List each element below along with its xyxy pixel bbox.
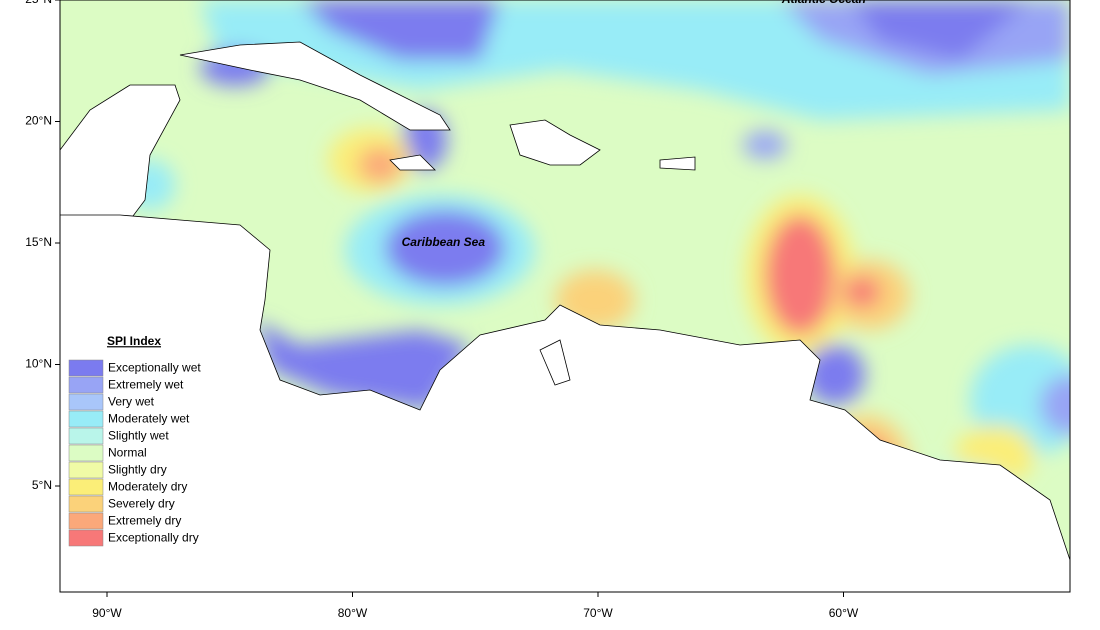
legend-swatch bbox=[68, 359, 104, 377]
legend-title: SPI Index bbox=[107, 334, 161, 348]
legend-label: Very wet bbox=[108, 395, 155, 409]
lat-label: 15°N bbox=[25, 235, 52, 249]
legend-label: Extremely wet bbox=[108, 378, 184, 392]
spi-field bbox=[60, 0, 1070, 592]
legend: SPI Index Exceptionally wet Extremely wet V… bbox=[68, 334, 201, 547]
map-frame bbox=[59, 0, 1071, 593]
legend-swatch bbox=[68, 410, 104, 428]
lon-label: 70°W bbox=[583, 606, 613, 620]
place-label: Atlantic Ocean bbox=[781, 0, 866, 6]
legend-swatch bbox=[68, 512, 104, 530]
legend-label: Slightly dry bbox=[108, 463, 167, 477]
legend-label: Moderately wet bbox=[108, 412, 190, 426]
lat-label: 20°N bbox=[25, 114, 52, 128]
legend-swatch bbox=[68, 478, 104, 496]
lat-label: 10°N bbox=[25, 357, 52, 371]
lon-label: 60°W bbox=[829, 606, 859, 620]
lon-label: 90°W bbox=[92, 606, 122, 620]
legend-swatch bbox=[68, 444, 104, 462]
lon-label: 80°W bbox=[338, 606, 368, 620]
legend-label: Extremely dry bbox=[108, 514, 181, 528]
legend-label: Slightly wet bbox=[108, 429, 169, 443]
legend-swatch bbox=[68, 495, 104, 513]
legend-swatch bbox=[68, 461, 104, 479]
legend-swatch bbox=[68, 529, 104, 547]
legend-swatch bbox=[68, 427, 104, 445]
legend-label: Normal bbox=[108, 446, 147, 460]
legend-swatch bbox=[68, 393, 104, 411]
legend-label: Moderately dry bbox=[108, 480, 187, 494]
lat-label: 25°N bbox=[25, 0, 52, 6]
place-label: Caribbean Sea bbox=[402, 235, 486, 249]
legend-swatch bbox=[68, 376, 104, 394]
legend-label: Severely dry bbox=[108, 497, 175, 511]
lat-label: 5°N bbox=[32, 478, 52, 492]
legend-label: Exceptionally dry bbox=[108, 531, 199, 545]
legend-label: Exceptionally wet bbox=[108, 361, 201, 375]
